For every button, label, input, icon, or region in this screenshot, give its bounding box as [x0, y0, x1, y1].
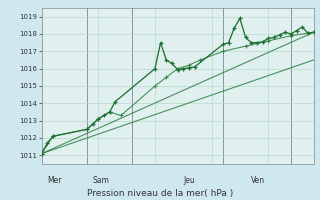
Text: Sam: Sam: [92, 176, 109, 185]
Text: Mer: Mer: [47, 176, 62, 185]
Text: Pression niveau de la mer( hPa ): Pression niveau de la mer( hPa ): [87, 189, 233, 198]
Text: Ven: Ven: [251, 176, 265, 185]
Text: Jeu: Jeu: [183, 176, 195, 185]
